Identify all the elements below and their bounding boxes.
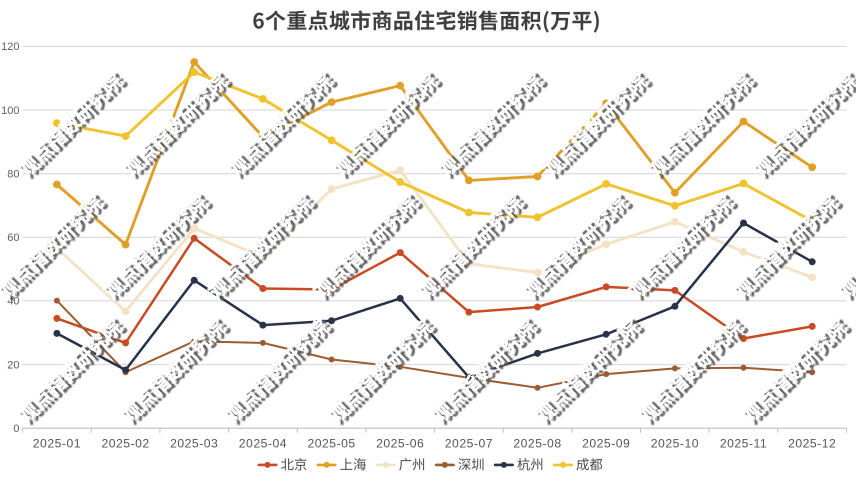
- svg-text:40: 40: [7, 296, 19, 308]
- svg-text:2025-11: 2025-11: [720, 436, 767, 450]
- svg-text:2025-12: 2025-12: [788, 436, 836, 450]
- svg-text:120: 120: [1, 41, 19, 53]
- svg-text:2025-01: 2025-01: [33, 436, 81, 450]
- svg-text:2025-04: 2025-04: [239, 436, 287, 450]
- svg-text:2025-06: 2025-06: [376, 436, 424, 450]
- svg-text:2025-07: 2025-07: [445, 436, 493, 450]
- svg-text:2025-02: 2025-02: [101, 436, 149, 450]
- svg-text:2025-10: 2025-10: [651, 436, 699, 450]
- svg-text:2025-03: 2025-03: [170, 436, 218, 450]
- svg-text:2025-08: 2025-08: [513, 436, 561, 450]
- svg-text:100: 100: [1, 105, 19, 117]
- svg-text:2025-09: 2025-09: [582, 436, 630, 450]
- svg-text:2025-05: 2025-05: [307, 436, 355, 450]
- svg-text:0: 0: [13, 423, 19, 435]
- svg-text:20: 20: [7, 359, 19, 371]
- svg-text:80: 80: [7, 169, 19, 181]
- svg-text:60: 60: [7, 232, 19, 244]
